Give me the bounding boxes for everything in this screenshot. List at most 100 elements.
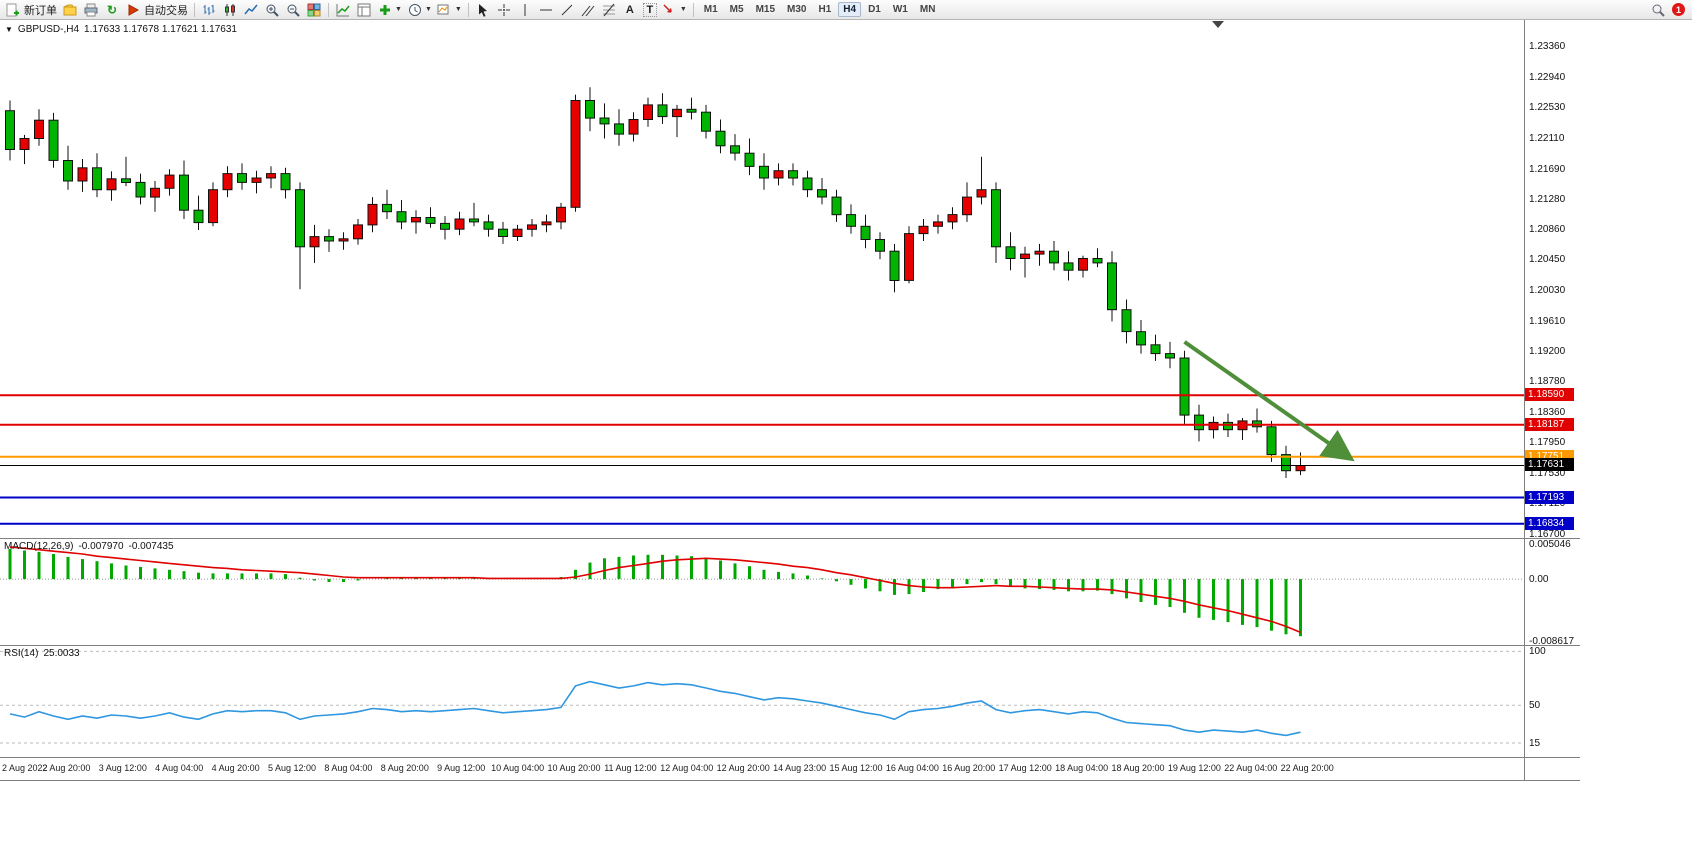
timeframe-button-h1[interactable]: H1 [818,4,832,15]
panel-separator[interactable] [0,645,1580,646]
zoom-in-icon [264,2,280,18]
candle [1020,253,1030,260]
time-axis[interactable]: 2 Aug 2022 2 Aug 20:00 3 Aug 12:00 4 Aug 04… [0,758,1572,780]
line-chart-button[interactable] [241,1,261,19]
rsi-axis[interactable]: 100 50 15 [1525,646,1591,757]
time-axis-label: 2 Aug 20:00 [42,763,91,773]
bar-chart-button[interactable] [199,1,219,19]
new-order-button[interactable]: 新订单 [3,1,59,19]
cursor-button[interactable] [473,1,493,19]
price-axis-label: 1.17950 [1529,437,1566,448]
zoom-in-button[interactable] [262,1,282,19]
refresh-button[interactable]: ↻ [102,1,122,19]
zoom-out-button[interactable] [283,1,303,19]
time-axis-label: 8 Aug 20:00 [380,763,429,773]
data-window-icon [356,2,372,18]
time-axis-label: 11 Aug 12:00 [604,763,657,773]
chevron-down-icon: ▼ [454,6,462,13]
autotrade-button[interactable]: 自动交易 [123,1,190,19]
candle [106,178,117,191]
time-axis-label: 10 Aug 20:00 [547,763,601,773]
indicators-button[interactable] [333,1,353,19]
candle [1049,250,1059,264]
macd-axis-label: 0.00 [1529,574,1549,585]
candlestick-chart-button[interactable] [220,1,240,19]
vertical-line-button[interactable] [515,1,535,19]
timeframe-button-m5[interactable]: M5 [729,4,744,15]
search-icon[interactable] [1650,2,1666,18]
autotrade-icon [125,2,141,18]
candle [860,225,871,241]
toolbar-separator [692,2,694,17]
candle [135,181,146,198]
price-axis[interactable]: 1.23360 1.22940 1.22530 1.22110 1.21690 1.212… [1525,20,1591,540]
timeframe-button-mn[interactable]: MN [919,4,936,15]
templates-button[interactable]: ▼ [435,1,464,19]
timeframe-button-h4[interactable]: H4 [838,2,862,17]
candle [1005,246,1016,260]
macd-chart[interactable] [0,539,1524,645]
macd-panel[interactable] [0,539,1524,645]
notification-badge[interactable]: 1 [1672,3,1685,16]
toolbar-separator [467,2,469,17]
profiles-icon [62,2,78,18]
candle [469,218,479,223]
candle [34,119,44,139]
autotrade-label: 自动交易 [144,4,188,17]
timeframe-button-m15[interactable]: M15 [755,4,776,15]
tile-windows-icon [306,2,322,18]
candle [1179,357,1190,416]
timeframe-button-m30[interactable]: M30 [787,4,807,15]
macd-axis-label: -0.008617 [1529,636,1575,647]
zoom-out-icon [285,2,301,18]
arrows-button[interactable]: ▼ [660,1,689,19]
data-window-button[interactable] [354,1,374,19]
chevron-down-icon: ▼ [679,6,687,13]
candle [1150,344,1161,355]
timeframe-button-w1[interactable]: W1 [892,4,908,15]
candle [599,117,610,125]
fibonacci-button[interactable] [599,1,619,19]
period-button[interactable]: ▼ [405,1,434,19]
bar-chart-icon [201,2,217,18]
candlestick-chart[interactable] [0,20,1524,538]
time-axis-label: 4 Aug 20:00 [211,763,260,773]
main-chart-panel[interactable] [0,20,1524,538]
candle [454,218,465,230]
crosshair-button[interactable] [494,1,514,19]
price-badge: 1.18590 [1525,388,1574,401]
print-button[interactable] [81,1,101,19]
crosshair-icon [496,2,512,18]
timeframe-button-m1[interactable]: M1 [703,4,718,15]
horizontal-line-button[interactable] [536,1,556,19]
candle [744,152,755,167]
candle [991,189,1001,248]
candle [889,250,900,281]
profiles-button[interactable] [60,1,80,19]
trend-arrow[interactable] [1183,340,1355,462]
rsi-panel[interactable] [0,646,1524,757]
tile-windows-button[interactable] [304,1,324,19]
collapse-icon[interactable]: ▼ [5,25,13,34]
add-indicator-button[interactable]: ▼ [375,1,404,19]
refresh-icon: ↻ [106,2,118,17]
chart-shift-marker[interactable] [1212,21,1224,28]
candle [715,130,726,147]
candle [353,224,363,240]
timeframe-button-d1[interactable]: D1 [868,4,881,15]
time-axis-label: 15 Aug 12:00 [829,763,883,773]
candle [628,119,639,135]
price-axis-label: 1.20860 [1529,224,1566,235]
print-icon [83,2,99,18]
label-button[interactable]: T [641,1,659,19]
channel-button[interactable] [578,1,598,19]
time-axis-label: 19 Aug 12:00 [1167,763,1221,773]
panel-separator[interactable] [0,538,1580,539]
text-button[interactable]: A [620,1,640,19]
trendline-button[interactable] [557,1,577,19]
candle [208,189,218,224]
candle [976,189,987,198]
rsi-chart[interactable] [0,646,1524,757]
macd-axis[interactable]: 0.005046 0.00 -0.008617 [1525,539,1591,647]
panel-separator[interactable] [0,757,1580,758]
